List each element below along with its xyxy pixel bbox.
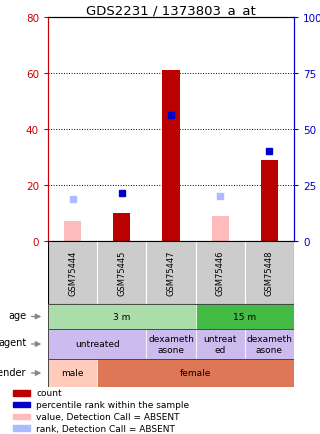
Text: percentile rank within the sample: percentile rank within the sample — [36, 400, 189, 409]
Text: 3 m: 3 m — [113, 312, 131, 321]
Bar — [113, 222, 131, 241]
Bar — [64, 222, 81, 241]
Text: gender: gender — [0, 367, 27, 377]
Bar — [13, 390, 30, 396]
Text: dexameth
asone: dexameth asone — [148, 335, 194, 354]
Bar — [13, 414, 30, 419]
Text: agent: agent — [0, 338, 27, 348]
Text: GSM75447: GSM75447 — [166, 250, 175, 296]
Bar — [245, 329, 294, 359]
Text: female: female — [180, 368, 211, 378]
Bar — [113, 214, 131, 241]
Title: GDS2231 / 1373803_a_at: GDS2231 / 1373803_a_at — [86, 4, 256, 17]
Bar — [162, 71, 180, 241]
Bar — [13, 402, 30, 408]
Bar — [245, 241, 294, 304]
Bar — [48, 304, 196, 329]
Bar — [48, 329, 147, 359]
Bar — [97, 241, 147, 304]
Bar — [196, 241, 245, 304]
Bar — [196, 329, 245, 359]
Bar — [196, 304, 294, 329]
Text: GSM75446: GSM75446 — [216, 250, 225, 296]
Bar — [147, 329, 196, 359]
Bar — [97, 359, 294, 387]
Bar — [261, 161, 278, 241]
Bar — [212, 216, 229, 241]
Text: rank, Detection Call = ABSENT: rank, Detection Call = ABSENT — [36, 424, 175, 433]
Text: value, Detection Call = ABSENT: value, Detection Call = ABSENT — [36, 412, 180, 421]
Text: dexameth
asone: dexameth asone — [246, 335, 292, 354]
Text: untreat
ed: untreat ed — [204, 335, 237, 354]
Bar — [13, 425, 30, 431]
Text: GSM75444: GSM75444 — [68, 250, 77, 296]
Text: count: count — [36, 388, 62, 398]
Bar — [48, 359, 97, 387]
Text: GSM75445: GSM75445 — [117, 250, 126, 296]
Text: age: age — [8, 311, 27, 321]
Bar — [147, 241, 196, 304]
Text: untreated: untreated — [75, 340, 120, 349]
Text: 15 m: 15 m — [233, 312, 256, 321]
Text: GSM75448: GSM75448 — [265, 250, 274, 296]
Text: male: male — [61, 368, 84, 378]
Bar — [48, 241, 97, 304]
